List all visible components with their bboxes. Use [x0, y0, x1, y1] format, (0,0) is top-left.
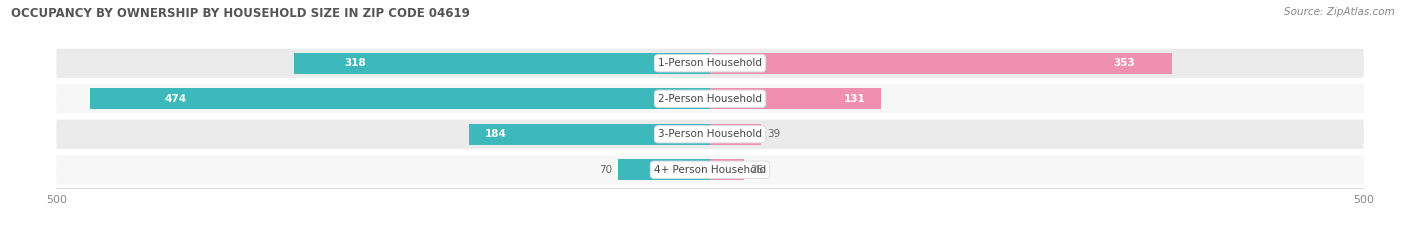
Bar — [294, 53, 710, 74]
Bar — [90, 89, 710, 109]
Text: 2-Person Household: 2-Person Household — [658, 94, 762, 104]
Bar — [710, 159, 744, 180]
Text: 184: 184 — [485, 129, 508, 139]
Text: 4+ Person Household: 4+ Person Household — [654, 165, 766, 175]
Bar — [710, 89, 882, 109]
FancyBboxPatch shape — [56, 155, 1364, 184]
Bar — [619, 159, 710, 180]
Text: Source: ZipAtlas.com: Source: ZipAtlas.com — [1284, 7, 1395, 17]
Text: 353: 353 — [1114, 58, 1135, 68]
Text: 70: 70 — [599, 165, 612, 175]
Bar — [470, 124, 710, 144]
FancyBboxPatch shape — [56, 120, 1364, 149]
Text: 39: 39 — [768, 129, 780, 139]
Bar — [710, 53, 1171, 74]
Text: 26: 26 — [751, 165, 763, 175]
FancyBboxPatch shape — [56, 84, 1364, 113]
Text: 474: 474 — [165, 94, 187, 104]
Bar — [710, 124, 761, 144]
Text: 1-Person Household: 1-Person Household — [658, 58, 762, 68]
Text: 318: 318 — [344, 58, 366, 68]
Text: 131: 131 — [844, 94, 866, 104]
FancyBboxPatch shape — [56, 49, 1364, 78]
Text: 3-Person Household: 3-Person Household — [658, 129, 762, 139]
Text: OCCUPANCY BY OWNERSHIP BY HOUSEHOLD SIZE IN ZIP CODE 04619: OCCUPANCY BY OWNERSHIP BY HOUSEHOLD SIZE… — [11, 7, 470, 20]
